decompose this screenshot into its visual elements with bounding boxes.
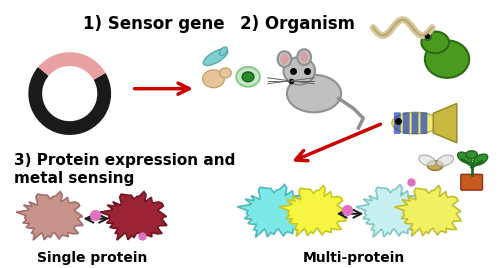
- Ellipse shape: [202, 70, 224, 88]
- Ellipse shape: [466, 151, 477, 159]
- Polygon shape: [238, 184, 309, 237]
- Polygon shape: [433, 103, 457, 143]
- FancyBboxPatch shape: [461, 174, 482, 190]
- Ellipse shape: [220, 47, 228, 55]
- Ellipse shape: [280, 54, 288, 64]
- Polygon shape: [279, 185, 346, 236]
- Text: 2) Organism: 2) Organism: [240, 15, 355, 33]
- Polygon shape: [356, 184, 423, 237]
- Polygon shape: [394, 185, 462, 236]
- Text: 1) Sensor gene: 1) Sensor gene: [82, 15, 224, 33]
- Ellipse shape: [458, 152, 472, 163]
- Ellipse shape: [428, 161, 443, 170]
- Text: 3) Protein expression and
metal sensing: 3) Protein expression and metal sensing: [14, 153, 235, 186]
- Ellipse shape: [300, 52, 308, 62]
- Wedge shape: [28, 67, 111, 135]
- FancyBboxPatch shape: [394, 112, 400, 134]
- Ellipse shape: [424, 32, 432, 40]
- Ellipse shape: [425, 40, 469, 78]
- FancyBboxPatch shape: [420, 112, 428, 134]
- Ellipse shape: [220, 68, 232, 78]
- Ellipse shape: [204, 49, 228, 65]
- Text: Single protein: Single protein: [37, 251, 148, 265]
- Wedge shape: [38, 52, 106, 80]
- Ellipse shape: [422, 32, 449, 53]
- Ellipse shape: [287, 75, 341, 112]
- Ellipse shape: [419, 155, 436, 166]
- Ellipse shape: [298, 49, 311, 65]
- Text: Multi-protein: Multi-protein: [302, 251, 404, 265]
- Ellipse shape: [236, 67, 260, 87]
- Ellipse shape: [392, 112, 439, 134]
- Ellipse shape: [278, 51, 291, 67]
- FancyBboxPatch shape: [402, 112, 409, 134]
- Ellipse shape: [436, 155, 454, 166]
- Ellipse shape: [474, 154, 488, 165]
- Ellipse shape: [242, 72, 254, 82]
- Ellipse shape: [284, 57, 315, 85]
- FancyBboxPatch shape: [412, 112, 418, 134]
- Polygon shape: [16, 192, 83, 240]
- Polygon shape: [100, 192, 167, 240]
